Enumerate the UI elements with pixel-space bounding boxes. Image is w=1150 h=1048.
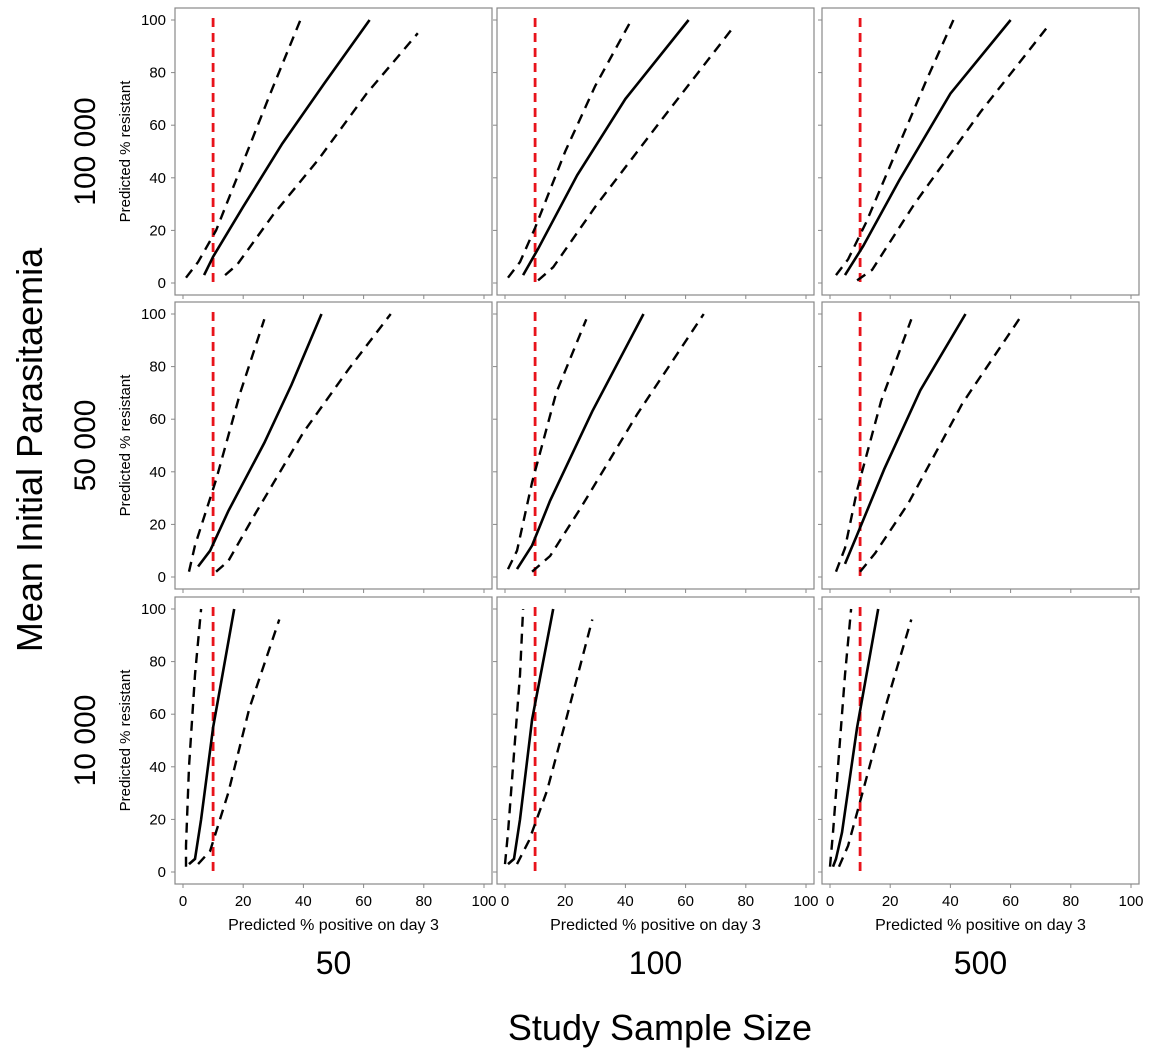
panel-frame [821,596,1140,885]
estimate-line [515,313,645,570]
x-tick-label: 100 [471,893,496,910]
upper-bound-line [834,318,913,573]
lower-bound-line [856,27,1048,282]
y-tick-label: 100 [141,601,166,618]
upper-bound-line [185,19,302,279]
x-tick-label: 100 [793,893,818,910]
panel-0-2 [818,7,1140,299]
y-tick-label: 20 [149,222,166,239]
panel-2-0: 0 20 40 60 80 100 0 20 40 60 80 100 Predicted % resi… [69,596,497,981]
y-tick-label: 20 [149,811,166,828]
upper-bound-line [507,19,633,279]
x-axis-title: Predicted % positive on day 3 [875,917,1086,934]
x-tick-label: 100 [1118,893,1143,910]
y-tick-label: 100 [141,12,166,29]
x-tick-label: 80 [1062,893,1079,910]
y-tick-label: 0 [158,275,166,292]
x-tick-label: 0 [826,893,834,910]
x-tick-label: 0 [501,893,509,910]
upper-bound-line [187,318,266,572]
y-tick-label: 60 [149,706,166,723]
panel-frame [496,301,815,590]
y-tick-label: 0 [158,864,166,881]
panel-2-2: 0 20 40 60 80 100 Predicted % positive on day … [818,596,1144,981]
panel-frame [174,596,493,885]
upper-bound-line [503,608,525,865]
y-tick-label: 80 [149,359,166,376]
x-tick-label: 40 [295,893,312,910]
panel-frame [174,301,493,590]
x-tick-label: 0 [179,893,187,910]
y-tick-label: 60 [149,117,166,134]
col-label: 50 [316,945,352,981]
panel-1-2 [818,301,1140,593]
x-tick-label: 20 [882,893,899,910]
y-tick-label: 40 [149,464,166,481]
lower-bound-line [537,29,732,282]
panel-frame [821,301,1140,590]
panel-frame [821,7,1140,296]
row-label: 50 000 [69,400,102,492]
x-axis-title: Predicted % positive on day 3 [228,917,439,934]
panel-2-1: 0 20 40 60 80 100 Predicted % positive on day … [493,596,819,981]
x-tick-label: 80 [737,893,754,910]
x-tick-label: 20 [557,893,574,910]
y-axis-title: Predicted % resistant [117,374,134,517]
estimate-line [843,19,1012,276]
y-tick-label: 40 [149,170,166,187]
panel-frame [496,596,815,885]
y-axis-title: Predicted % resistant [117,669,134,812]
lower-bound-line [197,619,281,865]
panel-frame [496,7,815,296]
outer-y-axis-title: Mean Initial Parasitaemia [9,247,50,652]
lower-bound-line [224,32,419,277]
y-tick-label: 100 [141,306,166,323]
estimate-line [521,19,690,276]
panel-0-1 [493,7,815,299]
col-label: 500 [954,945,1007,981]
outer-x-axis-title: Study Sample Size [508,1007,812,1048]
y-tick-label: 80 [149,654,166,671]
upper-bound-line [835,19,955,276]
estimate-line [188,608,236,866]
estimate-line [843,313,967,565]
col-label: 100 [629,945,682,981]
lower-bound-line [531,313,705,573]
upper-bound-line [506,318,588,570]
panel-1-0: 0 20 40 60 80 100 Predicted % resistant 50 000 [69,301,493,593]
estimate-line [202,19,371,276]
y-tick-label: 20 [149,516,166,533]
x-axis-title: Predicted % positive on day 3 [550,917,761,934]
y-tick-label: 40 [149,759,166,776]
y-axis-title: Predicted % resistant [117,80,134,223]
x-tick-label: 60 [1002,893,1019,910]
x-tick-label: 60 [355,893,372,910]
y-tick-label: 80 [149,65,166,82]
x-tick-label: 60 [677,893,694,910]
x-tick-label: 80 [415,893,432,910]
lower-bound-line [515,619,594,865]
panel-0-0: 0 20 40 60 80 100 Predicted % resistant 100 000 [69,7,493,299]
estimate-line [507,608,555,866]
panel-1-1 [493,301,815,593]
y-tick-label: 0 [158,569,166,586]
estimate-line [197,313,323,568]
row-label: 10 000 [69,695,102,787]
x-tick-label: 40 [942,893,959,910]
x-tick-label: 40 [617,893,634,910]
row-label: 100 000 [69,97,102,205]
x-tick-label: 20 [235,893,252,910]
estimate-line [831,608,880,868]
upper-bound-line [828,608,853,867]
y-tick-label: 60 [149,411,166,428]
panel-frame [174,7,493,296]
